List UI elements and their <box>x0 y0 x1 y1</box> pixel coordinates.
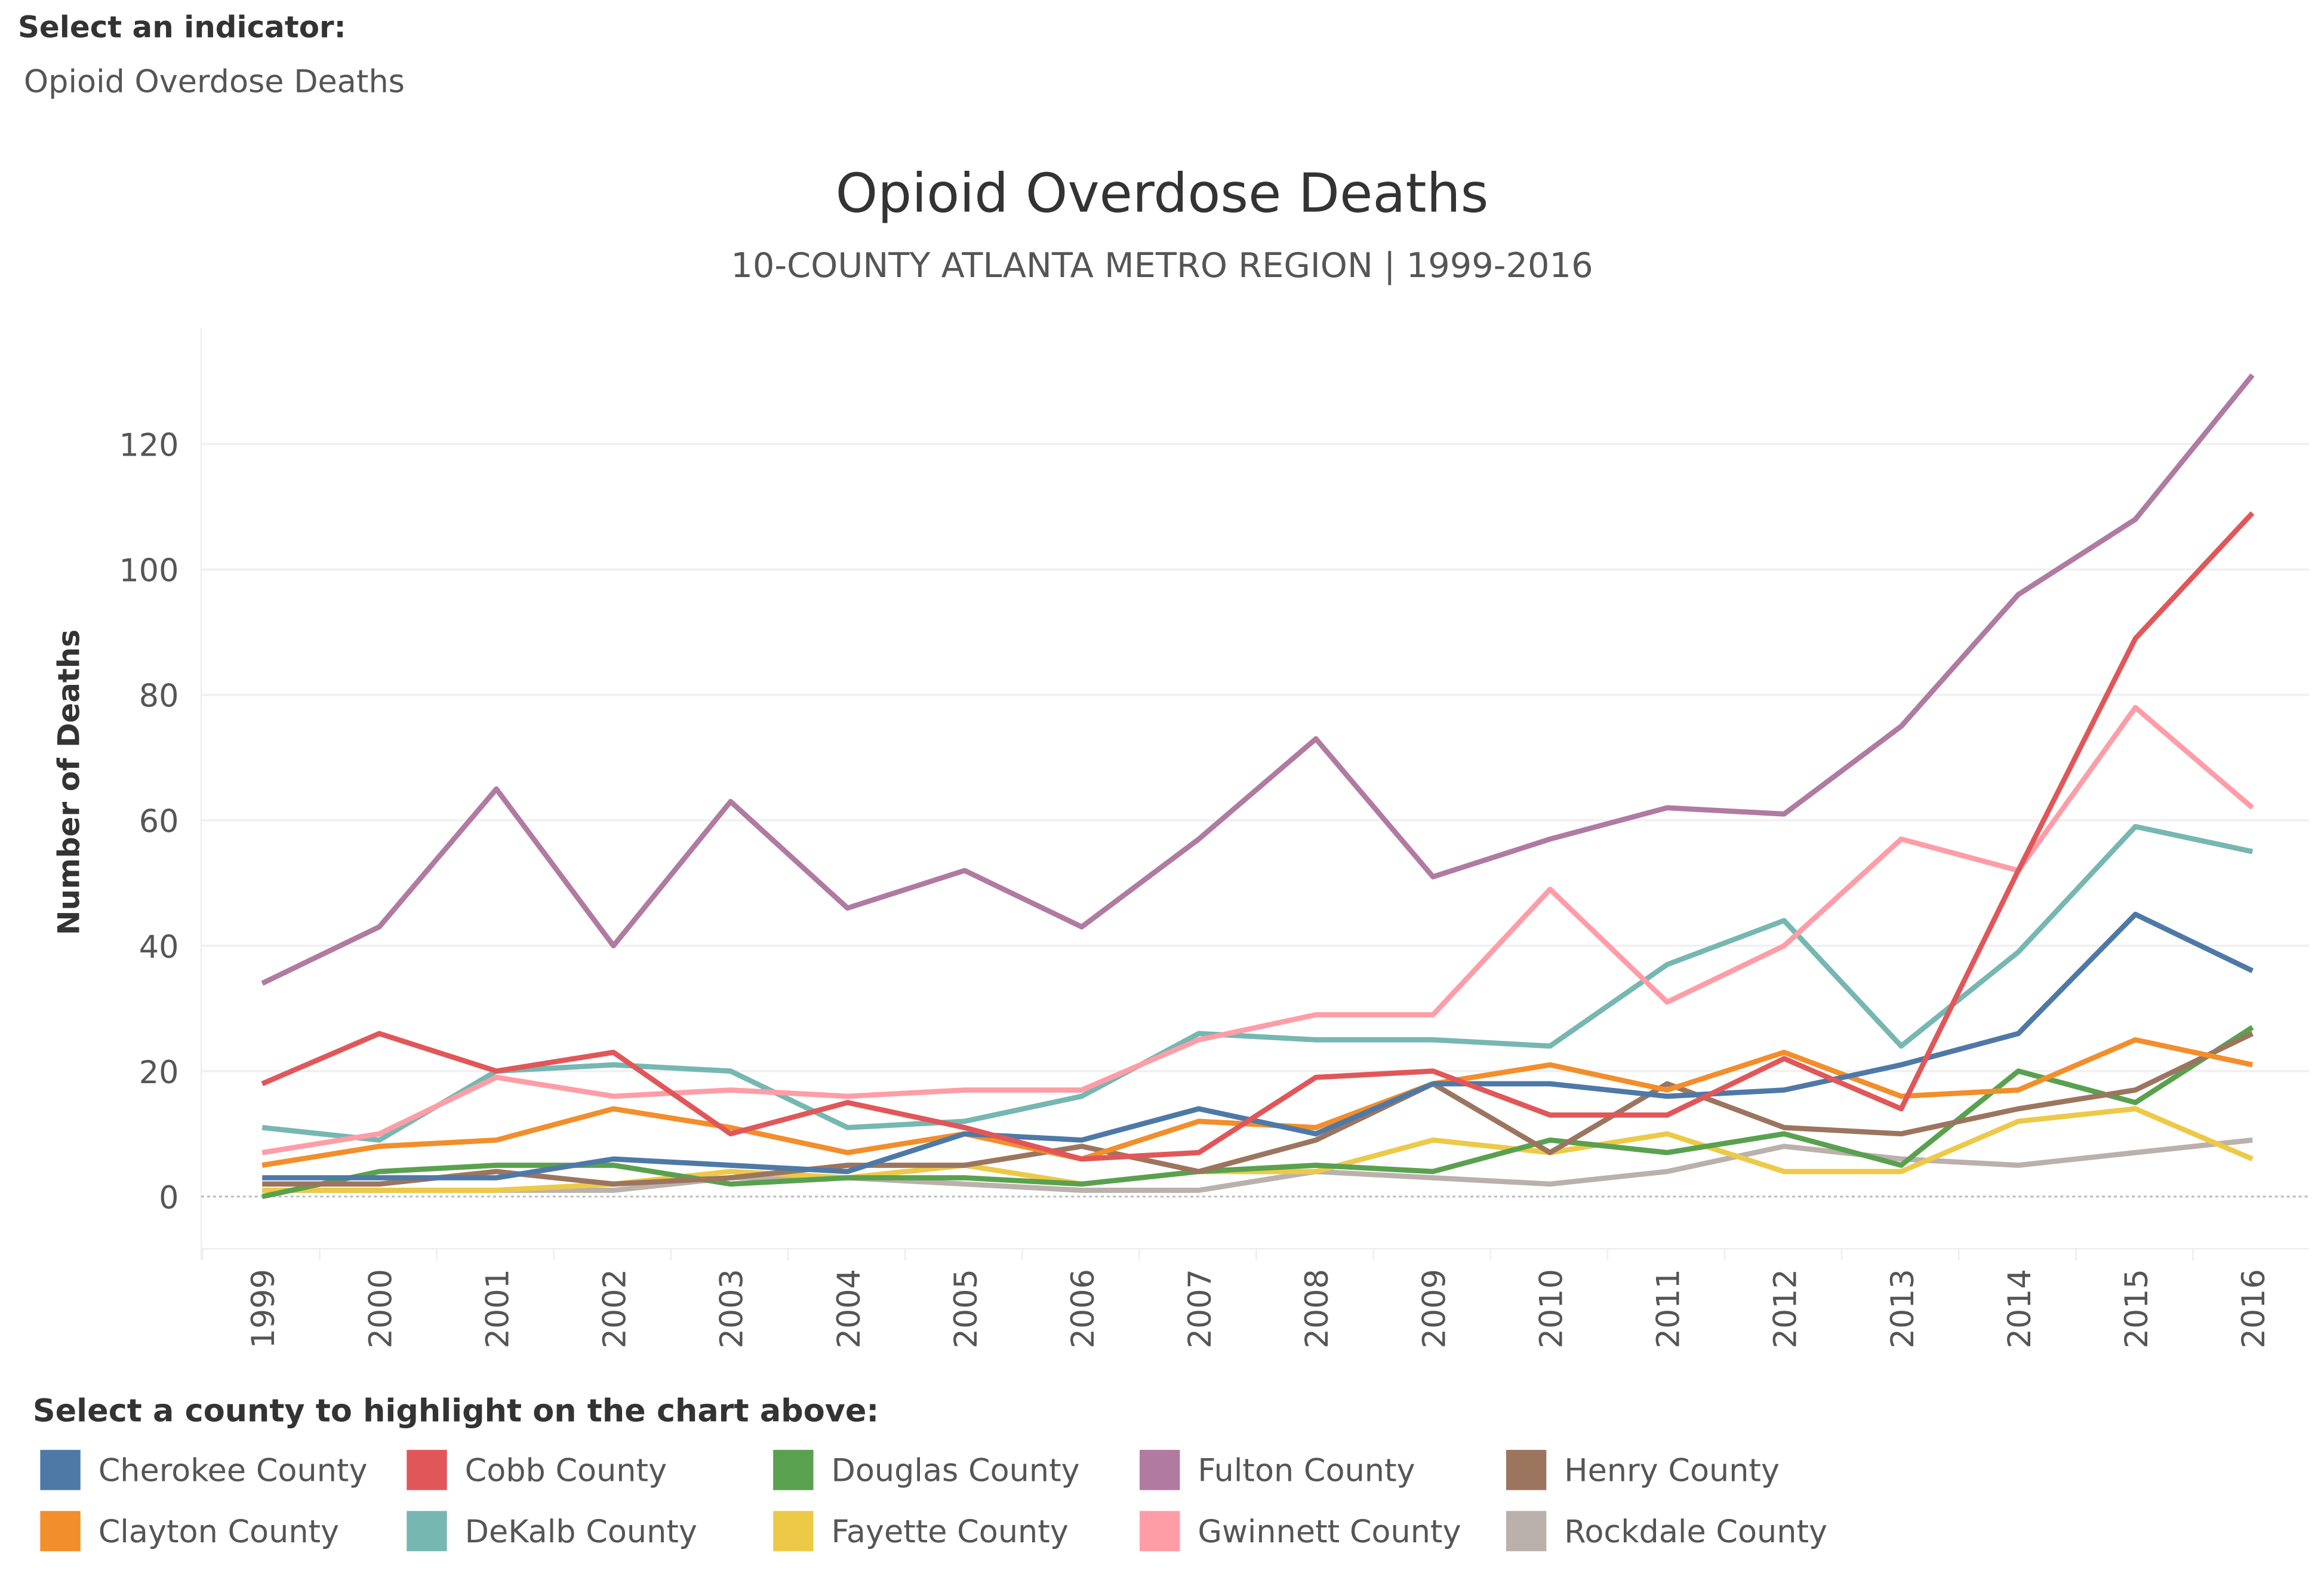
series-line-dekalb-county <box>261 823 2254 1143</box>
indicator-select[interactable]: Opioid Overdose Deaths <box>23 64 405 100</box>
legend-label: Henry County <box>1564 1452 1780 1488</box>
series-line-gwinnett-county <box>261 705 2255 1155</box>
legend-swatch <box>1506 1511 1547 1551</box>
x-tick-label: 2016 <box>2236 1269 2272 1348</box>
legend-label: Cobb County <box>464 1452 667 1488</box>
legend-swatch <box>40 1450 81 1490</box>
legend-item[interactable]: Gwinnett County <box>1140 1511 1461 1551</box>
x-tick-label: 2000 <box>362 1269 399 1348</box>
series-line-henry-county <box>262 1031 2254 1187</box>
x-tick-label: 1999 <box>245 1269 282 1348</box>
legend-swatch <box>407 1511 447 1551</box>
legend-item[interactable]: Cherokee County <box>40 1450 367 1490</box>
legend-title: Select a county to highlight on the char… <box>32 1393 879 1429</box>
legend-item[interactable]: Clayton County <box>40 1511 339 1551</box>
legend-swatch <box>1140 1511 1180 1551</box>
series-line-fayette-county <box>262 1106 2254 1193</box>
series-line-fulton-county <box>261 373 2255 986</box>
legend-label: Douglas County <box>831 1452 1080 1488</box>
x-tick-label: 2013 <box>1885 1269 1921 1348</box>
x-tick-label: 2006 <box>1065 1269 1101 1348</box>
y-tick-label: 100 <box>119 553 178 589</box>
y-tick-label: 40 <box>139 929 179 966</box>
x-tick-label: 2004 <box>831 1269 867 1348</box>
y-tick-label: 80 <box>139 678 179 715</box>
legend-swatch <box>407 1450 447 1490</box>
series-line-rockdale-county <box>262 1137 2253 1193</box>
legend-item[interactable]: Fulton County <box>1140 1450 1415 1490</box>
y-tick-label: 0 <box>159 1180 178 1216</box>
y-tick-label: 60 <box>139 804 179 840</box>
x-tick-label: 2012 <box>1768 1269 1804 1348</box>
legend-swatch <box>1140 1450 1180 1490</box>
legend-item[interactable]: Rockdale County <box>1506 1511 1827 1551</box>
x-tick-label: 2010 <box>1533 1269 1569 1348</box>
y-tick-label: 20 <box>139 1055 179 1091</box>
x-tick-label: 2003 <box>714 1269 750 1348</box>
x-tick-label: 2002 <box>597 1269 633 1348</box>
y-axis-title: Number of Deaths <box>51 629 86 935</box>
x-tick-label: 2007 <box>1182 1269 1218 1348</box>
legend-swatch <box>773 1450 814 1490</box>
legend-swatch <box>1506 1450 1547 1490</box>
legend-item[interactable]: Cobb County <box>407 1450 667 1490</box>
legend-label: DeKalb County <box>464 1513 697 1550</box>
legend-swatch <box>773 1511 814 1551</box>
legend-item[interactable]: Fayette County <box>773 1511 1069 1551</box>
legend-item[interactable]: Henry County <box>1506 1450 1780 1490</box>
x-tick-label: 2008 <box>1299 1269 1335 1348</box>
legend-swatch <box>40 1511 81 1551</box>
x-tick-label: 2014 <box>2002 1269 2038 1348</box>
legend-label: Fulton County <box>1198 1452 1415 1488</box>
legend-item[interactable]: Douglas County <box>773 1450 1080 1490</box>
y-tick-label: 120 <box>119 428 178 464</box>
chart-subtitle: 10-COUNTY ATLANTA METRO REGION | 1999-20… <box>731 247 1593 287</box>
legend-label: Clayton County <box>98 1513 340 1550</box>
legend-item[interactable]: DeKalb County <box>407 1511 697 1551</box>
line-chart: 0 20 40 60 80 100 120 Number of Deaths 1999 2000 2… <box>51 328 2310 1348</box>
series-line-cobb-county <box>261 511 2255 1162</box>
x-tick-label: 2011 <box>1651 1269 1687 1348</box>
series-line-clayton-county <box>261 1037 2254 1168</box>
chart-title: Opioid Overdose Deaths <box>835 164 1489 225</box>
x-tick-label: 2009 <box>1416 1269 1452 1348</box>
indicator-label: Select an indicator: <box>17 8 346 45</box>
x-tick-label: 2015 <box>2119 1269 2155 1348</box>
x-tick-label: 2001 <box>479 1269 516 1348</box>
legend-label: Rockdale County <box>1564 1513 1828 1550</box>
series-line-douglas-county <box>261 1025 2254 1200</box>
legend-label: Gwinnett County <box>1198 1513 1461 1550</box>
legend-label: Fayette County <box>831 1513 1069 1550</box>
legend-label: Cherokee County <box>98 1452 368 1488</box>
x-tick-label: 2005 <box>948 1269 984 1348</box>
series-line-cherokee-county <box>262 911 2254 1180</box>
